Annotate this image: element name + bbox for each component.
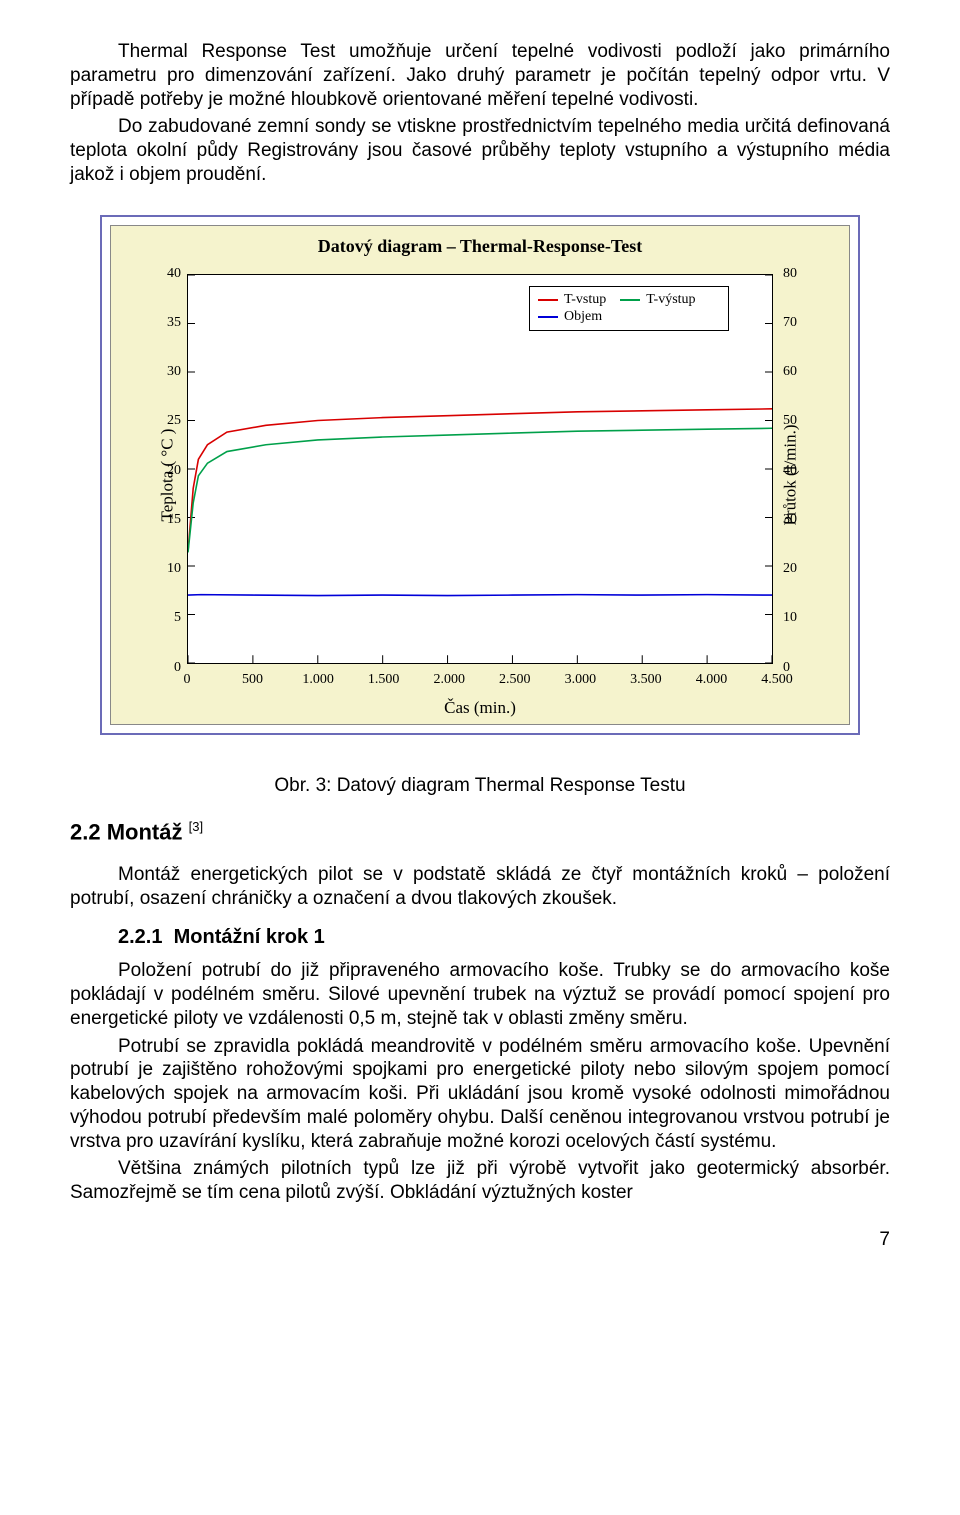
legend-swatch [620, 299, 640, 301]
chart-tick-label: 500 [242, 672, 263, 688]
heading-2-2: 2.2 Montáž [3] [70, 819, 890, 845]
legend-label: T-výstup [646, 292, 695, 308]
heading-2-2-1-title: Montážní krok 1 [174, 926, 325, 948]
chart-title: Datový diagram – Thermal-Response-Test [111, 226, 849, 257]
chart-tick-label: 40 [783, 463, 797, 479]
chart-tick-label: 4.000 [696, 672, 728, 688]
chart-tick-label: 20 [167, 463, 181, 479]
chart-tick-label: 25 [167, 413, 181, 429]
legend-item: T-vstup [538, 292, 606, 308]
paragraph-2-2-1-b: Potrubí se zpravidla pokládá meandrovitě… [70, 1035, 890, 1154]
chart-tick-label: 10 [783, 610, 797, 626]
heading-2-2-number: 2.2 [70, 819, 101, 844]
heading-2-2-1: 2.2.1 Montážní krok 1 [118, 926, 890, 949]
chart-tick-label: 5 [174, 610, 181, 626]
chart-xlabel: Čas (min.) [444, 698, 516, 718]
legend-item: Objem [538, 309, 602, 325]
chart-tick-label: 0 [783, 660, 790, 676]
chart-tick-label: 2.500 [499, 672, 531, 688]
legend-item: T-výstup [620, 292, 695, 308]
chart-plot-area [187, 274, 773, 664]
heading-2-2-ref: [3] [189, 819, 203, 834]
paragraph-2-2-1-a: Položení potrubí do již připraveného arm… [70, 959, 890, 1030]
chart-tick-label: 10 [167, 561, 181, 577]
chart-tick-label: 3.500 [630, 672, 662, 688]
page-number: 7 [70, 1229, 890, 1251]
heading-2-2-1-number: 2.2.1 [118, 926, 162, 948]
chart-tick-label: 30 [167, 364, 181, 380]
chart-svg [188, 275, 772, 663]
chart-tick-label: 80 [783, 266, 797, 282]
chart-tick-label: 3.000 [565, 672, 597, 688]
chart-legend: T-vstup T-výstup Objem [529, 286, 729, 331]
chart-tick-label: 0 [174, 660, 181, 676]
chart-caption: Obr. 3: Datový diagram Thermal Response … [70, 775, 890, 797]
paragraph-intro-2: Do zabudované zemní sondy se vtiskne pro… [70, 115, 890, 186]
chart-tick-label: 30 [783, 512, 797, 528]
chart-container: Datový diagram – Thermal-Response-Test T… [100, 215, 860, 735]
chart-tick-label: 60 [783, 364, 797, 380]
chart-background: Datový diagram – Thermal-Response-Test T… [110, 225, 850, 725]
chart-tick-label: 50 [783, 413, 797, 429]
chart-tick-label: 35 [167, 315, 181, 331]
legend-label: T-vstup [564, 292, 606, 308]
heading-2-2-title: Montáž [107, 819, 183, 844]
legend-swatch [538, 316, 558, 318]
paragraph-intro-1: Thermal Response Test umožňuje určení te… [70, 40, 890, 111]
chart-tick-label: 0 [184, 672, 191, 688]
chart-tick-label: 15 [167, 512, 181, 528]
chart-tick-label: 2.000 [433, 672, 465, 688]
legend-label: Objem [564, 309, 602, 325]
chart-tick-label: 1.500 [368, 672, 400, 688]
chart-tick-label: 70 [783, 315, 797, 331]
paragraph-2-2: Montáž energetických pilot se v podstatě… [70, 863, 890, 911]
legend-swatch [538, 299, 558, 301]
paragraph-2-2-1-c: Většina známých pilotních typů lze již p… [70, 1157, 890, 1205]
chart-tick-label: 20 [783, 561, 797, 577]
chart-tick-label: 1.000 [302, 672, 334, 688]
chart-tick-label: 40 [167, 266, 181, 282]
